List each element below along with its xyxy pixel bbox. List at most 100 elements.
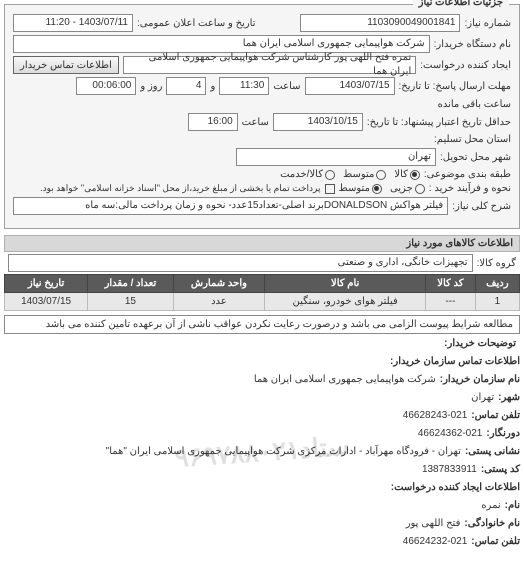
valid-date-field: 1403/10/15 (273, 113, 363, 131)
creator-family-label: نام خانوادگی: (464, 515, 520, 532)
radio-dot-icon (325, 170, 335, 180)
creator-family-value: فتح اللهی پور (406, 515, 461, 532)
table-header-row: ردیف کد کالا نام کالا واحد شمارش تعداد /… (5, 275, 520, 293)
pack-label: طبقه بندی موضوعی: (424, 169, 511, 180)
col-unit: واحد شمارش (173, 275, 265, 293)
row-packaging: طبقه بندی موضوعی: کالا متوسط کالا/خدمت (13, 169, 511, 180)
deadline-label: مهلت ارسال پاسخ: تا تاریخ: (399, 81, 511, 92)
city-label: شهر محل تحویل: (440, 152, 511, 163)
creator-tel-label: تلفن تماس: (471, 533, 520, 550)
col-row: ردیف (475, 275, 519, 293)
time-label-2: ساعت (242, 117, 269, 128)
radio-mid2-label: متوسط (339, 183, 370, 194)
desc-field: فیلتر هواکش DONALDSONبرند اصلی-تعداد15عد… (13, 197, 448, 215)
buy-type-radio-set: جزیی متوسط (339, 183, 425, 194)
creator-name-label: نام: (505, 497, 520, 514)
cell-code: --- (426, 293, 476, 311)
city-field: تهران (236, 148, 436, 166)
row-buy-type: نحوه و فرآیند خرید : جزیی متوسط پرداخت ت… (13, 183, 511, 194)
buy-type-label: نحوه و فرآیند خرید : (429, 183, 511, 194)
buyer-org-label: نام سازمان خریدار: (440, 371, 520, 388)
goods-table: ردیف کد کالا نام کالا واحد شمارش تعداد /… (4, 274, 520, 311)
cell-row: 1 (475, 293, 519, 311)
req-no-label: شماره نیاز: (464, 18, 511, 29)
radio-mid-label: متوسط (343, 169, 374, 180)
creator-label: ایجاد کننده درخواست: (420, 60, 511, 71)
pack-radio-set: کالا متوسط کالا/خدمت (280, 169, 420, 180)
buyer-title: اطلاعات تماس سازمان خریدار: (390, 353, 520, 370)
col-qty: تعداد / مقدار (88, 275, 173, 293)
buyer-post-value: 1387833911 (422, 461, 477, 478)
cell-name: فیلتر هوای خودرو، سنگین (265, 293, 426, 311)
islamic-treasury-checkbox[interactable] (325, 184, 335, 194)
time-label-1: ساعت (273, 81, 300, 92)
row-goods-group: گروه کالا: تجهیزات خانگی، اداری و صنعتی (8, 254, 516, 272)
days-field: 4 (166, 77, 206, 95)
radio-dot-icon (372, 184, 382, 194)
buyer-addr-value: تهران - فرودگاه مهرآباد - ادارات مرکزی ش… (106, 443, 461, 460)
buyer-org-label: نام دستگاه خریدار: (434, 39, 511, 50)
row-reqno: شماره نیاز: 1103090049001841 تاریخ و ساع… (13, 14, 511, 32)
col-name: نام کالا (265, 275, 426, 293)
row-desc: شرح کلی نیاز: فیلتر هواکش DONALDSONبرند … (13, 197, 511, 215)
panel-title: جزئیات اطلاعات نیاز (413, 0, 509, 8)
buyer-contact-block: ستاد۹۶۹۷۸۸۰۲۱ اطلاعات تماس سازمان خریدار… (4, 353, 520, 550)
valid-label: حداقل تاریخ اعتبار پیشنهاد: تا تاریخ: (367, 117, 511, 128)
cell-qty: 15 (88, 293, 173, 311)
deadline-date-field: 1403/07/15 (305, 77, 395, 95)
table-row: 1 --- فیلتر هوای خودرو، سنگین عدد 15 140… (5, 293, 520, 311)
radio-partial[interactable]: کالا/خدمت (280, 169, 335, 180)
buyer-post-label: کد پستی: (481, 461, 520, 478)
buyer-fax-label: دورنگار: (486, 425, 520, 442)
row-state: استان محل تسلیم: (13, 134, 511, 145)
remain-label: ساعت باقی مانده (438, 99, 511, 110)
buyer-org-value: شرکت هواپیمایی جمهوری اسلامی ایران هما (254, 371, 436, 388)
buyer-tel-label: تلفن تماس: (471, 407, 520, 424)
need-details-panel: جزئیات اطلاعات نیاز شماره نیاز: 11030900… (4, 4, 520, 229)
cell-date: 1403/07/15 (5, 293, 88, 311)
deadline-time-field: 11:30 (219, 77, 269, 95)
creator-field: نمره فتح اللهی پور کارشناس شرکت هواپیمای… (123, 56, 416, 74)
radio-goods-label: کالا (394, 169, 408, 180)
buyer-city-value: تهران (471, 389, 494, 406)
row-city: شهر محل تحویل: تهران (13, 148, 511, 166)
remain-time-field: 00:06:00 (76, 77, 136, 95)
buyer-tel-value: 46628243-021 (403, 407, 468, 424)
buyer-contact-button[interactable]: اطلاعات تماس خریدار (13, 56, 119, 74)
row-validity: حداقل تاریخ اعتبار پیشنهاد: تا تاریخ: 14… (13, 113, 511, 131)
group-label: گروه کالا: (477, 258, 516, 269)
buyer-city-label: شهر: (498, 389, 520, 406)
radio-jozi-label: جزیی (390, 183, 413, 194)
creator-section-title: اطلاعات ایجاد کننده درخواست: (391, 479, 520, 496)
creator-tel-value: 46624232-021 (403, 533, 468, 550)
radio-goods[interactable]: کالا (394, 169, 420, 180)
desc-label: شرح کلی نیاز: (452, 201, 511, 212)
radio-dot-icon (415, 184, 425, 194)
buy-note: پرداخت تمام یا بخشی از مبلغ خرید،از محل … (40, 183, 320, 194)
and-label: و (210, 81, 215, 92)
row-creator: ایجاد کننده درخواست: نمره فتح اللهی پور … (13, 56, 511, 74)
radio-mid[interactable]: متوسط (343, 169, 386, 180)
col-code: کد کالا (426, 275, 476, 293)
attachment-notice: مطالعه شرایط پیوست الزامی می باشد و درصو… (4, 315, 520, 334)
buyer-fax-value: 46624362-021 (418, 425, 483, 442)
radio-mid2[interactable]: متوسط (339, 183, 382, 194)
creator-name-value: نمره (481, 497, 500, 514)
row-buyer-notes: توضیحات خریدار: (8, 338, 516, 349)
radio-jozi[interactable]: جزیی (390, 183, 425, 194)
group-field: تجهیزات خانگی، اداری و صنعتی (8, 254, 473, 272)
valid-time-field: 16:00 (188, 113, 238, 131)
notes-label: توضیحات خریدار: (444, 338, 516, 349)
col-date: تاریخ نیاز (5, 275, 88, 293)
state-label: استان محل تسلیم: (434, 134, 511, 145)
buyer-addr-label: نشانی پستی: (465, 443, 520, 460)
req-no-field: 1103090049001841 (300, 14, 460, 32)
radio-partial-label: کالا/خدمت (280, 169, 323, 180)
cell-unit: عدد (173, 293, 265, 311)
radio-dot-icon (376, 170, 386, 180)
goods-section-title: اطلاعات کالاهای مورد نیاز (4, 235, 520, 252)
announce-label: تاریخ و ساعت اعلان عمومی: (137, 18, 256, 29)
radio-dot-icon (410, 170, 420, 180)
row-deadline: مهلت ارسال پاسخ: تا تاریخ: 1403/07/15 سا… (13, 77, 511, 110)
announce-field: 1403/07/11 - 11:20 (13, 14, 133, 32)
